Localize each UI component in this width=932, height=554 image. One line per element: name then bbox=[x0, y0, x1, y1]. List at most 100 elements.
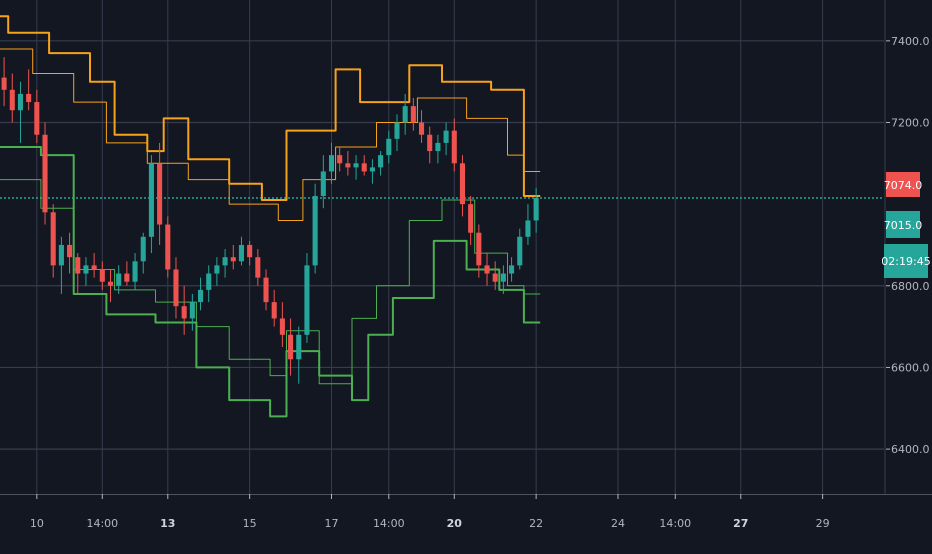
donchian-bands bbox=[0, 15, 541, 418]
last-price-badge-label: 7015.0 bbox=[884, 219, 923, 232]
price-axis[interactable]: 6400.0 6600.0 6800.0 7200.0 7400.0 bbox=[886, 35, 930, 456]
candle-body bbox=[459, 163, 466, 205]
candle-body bbox=[42, 134, 48, 213]
candle-body bbox=[418, 122, 425, 135]
time-tick-label: 22 bbox=[529, 517, 543, 530]
candle-body bbox=[304, 265, 310, 335]
candle-body bbox=[214, 265, 220, 274]
candle-body bbox=[157, 163, 163, 225]
candle-body bbox=[247, 244, 253, 258]
candle-body bbox=[320, 171, 326, 196]
candle-body bbox=[116, 273, 122, 286]
candle-body bbox=[353, 163, 359, 168]
candle-body bbox=[1, 77, 7, 90]
candle-body bbox=[58, 244, 64, 266]
candle-body bbox=[17, 93, 24, 111]
time-tick-label: 14:00 bbox=[659, 517, 691, 530]
last-price-badge bbox=[886, 211, 920, 238]
price-tick-label: 6800.0 bbox=[891, 280, 930, 293]
candle-body bbox=[263, 277, 269, 303]
candle-body bbox=[238, 244, 245, 262]
candle-body bbox=[91, 265, 97, 270]
candle-body bbox=[378, 155, 384, 168]
candle-body bbox=[140, 236, 146, 262]
candle-body bbox=[271, 302, 277, 319]
time-tick-label: 17 bbox=[325, 517, 339, 530]
candle-body bbox=[492, 273, 498, 282]
candle-body bbox=[410, 106, 416, 123]
candle-body bbox=[361, 163, 367, 172]
candle-body bbox=[288, 334, 294, 360]
countdown-badge-label: 02:19:45 bbox=[881, 255, 930, 268]
candle-body bbox=[451, 130, 457, 164]
candle-body bbox=[386, 138, 392, 156]
upper-band-line bbox=[0, 15, 541, 201]
price-tick-label: 6600.0 bbox=[891, 361, 930, 374]
candle-body bbox=[50, 212, 56, 266]
time-tick-label: 29 bbox=[816, 517, 830, 530]
time-tick-label: 20 bbox=[447, 517, 463, 530]
candle-body bbox=[312, 195, 318, 266]
price-tick-label: 7400.0 bbox=[891, 35, 930, 48]
price-tick-label: 6400.0 bbox=[891, 443, 930, 456]
time-tick-label: 14:00 bbox=[86, 517, 118, 530]
candle-body bbox=[509, 265, 515, 274]
candle-body bbox=[206, 273, 212, 290]
candle-body bbox=[328, 155, 335, 172]
candle-body bbox=[222, 257, 228, 266]
time-tick-label: 14:00 bbox=[373, 517, 405, 530]
candle-body bbox=[484, 265, 490, 274]
candle-body bbox=[197, 289, 204, 303]
candle-body bbox=[427, 134, 433, 152]
upper-inner-line bbox=[0, 48, 541, 221]
time-tick-label: 24 bbox=[611, 517, 625, 530]
upper-band-badge-label: 7074.0 bbox=[884, 179, 923, 192]
candle-body bbox=[533, 198, 539, 221]
candle-body bbox=[435, 142, 441, 152]
candle-body bbox=[296, 334, 302, 360]
candle-body bbox=[132, 261, 138, 282]
candle-body bbox=[476, 232, 482, 266]
candle-body bbox=[468, 204, 474, 233]
grid bbox=[0, 0, 884, 494]
candle-body bbox=[83, 265, 89, 274]
candle-body bbox=[255, 257, 261, 278]
candles bbox=[1, 57, 539, 384]
candle-body bbox=[165, 224, 171, 270]
candle-body bbox=[517, 236, 523, 266]
candle-body bbox=[9, 89, 15, 111]
candle-body bbox=[279, 318, 285, 335]
candle-body bbox=[369, 167, 375, 172]
candle-body bbox=[337, 155, 343, 164]
candle-body bbox=[26, 93, 32, 103]
upper-band-badge bbox=[886, 172, 920, 197]
candle-body bbox=[67, 244, 73, 258]
price-badges: 7074.0 7015.0 02:19:45 bbox=[881, 172, 931, 278]
time-tick-label: 10 bbox=[30, 517, 44, 530]
candle-body bbox=[107, 281, 114, 286]
price-tick-label: 7200.0 bbox=[891, 116, 930, 129]
candle-body bbox=[189, 302, 195, 319]
candle-body bbox=[525, 220, 531, 237]
candle-body bbox=[345, 163, 351, 168]
time-tick-label: 15 bbox=[243, 517, 257, 530]
candle-body bbox=[99, 269, 105, 282]
candle-body bbox=[443, 130, 449, 143]
candle-body bbox=[173, 269, 179, 307]
candle-body bbox=[394, 122, 400, 139]
lower-band-line bbox=[0, 146, 541, 418]
countdown-badge bbox=[884, 244, 928, 278]
candle-body bbox=[75, 257, 81, 274]
time-axis[interactable]: 10 14:00 13 15 17 14:00 20 22 24 14:00 27 29 bbox=[30, 494, 830, 530]
candle-body bbox=[500, 273, 506, 282]
candle-body bbox=[124, 273, 130, 282]
candle-body bbox=[34, 102, 40, 135]
candle-body bbox=[181, 306, 187, 319]
time-tick-label: 27 bbox=[733, 517, 748, 530]
candle-body bbox=[148, 163, 154, 237]
candle-body bbox=[402, 106, 408, 123]
time-tick-label: 13 bbox=[160, 517, 175, 530]
